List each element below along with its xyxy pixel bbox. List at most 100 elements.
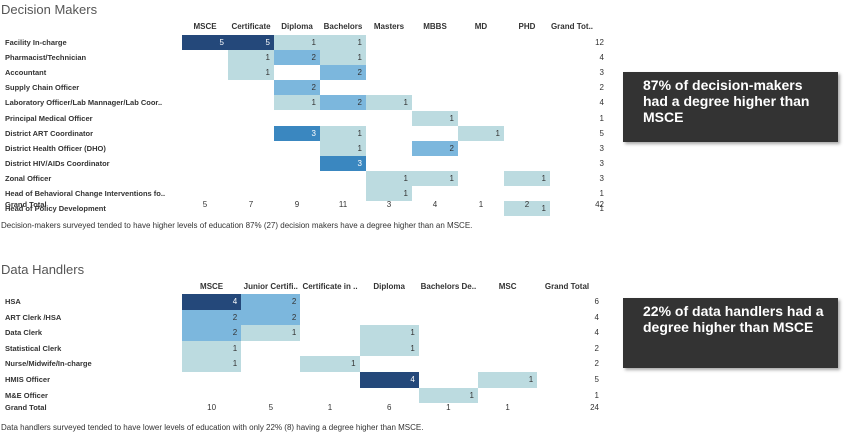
- row-label: District ART Coordinator: [5, 128, 94, 138]
- heatmap-cell: 1: [504, 201, 550, 217]
- callout-line: had a degree higher than: [643, 93, 810, 109]
- grand-total-value: 5: [202, 200, 208, 209]
- column-header: Grand Total: [544, 282, 590, 291]
- heatmap-cell: 1: [359, 325, 419, 341]
- grand-total-value: 1: [505, 403, 510, 412]
- heatmap-cell: 1: [274, 95, 320, 111]
- column-header: MSCE: [200, 282, 224, 291]
- heatmap-cell: 1: [320, 140, 366, 156]
- row-label: Supply Chain Officer: [5, 83, 80, 93]
- row-total: 2: [594, 359, 599, 369]
- grand-total-value: 7: [248, 200, 254, 209]
- column-header: Certificate: [231, 22, 271, 31]
- heatmap-cell: 5: [182, 35, 228, 51]
- callout-line: 87% of decision-makers: [643, 77, 803, 93]
- heatmap-cell: 1: [366, 186, 412, 202]
- column-header: Bachelors: [323, 22, 363, 31]
- row-total: 1: [599, 204, 604, 214]
- row-total: 1: [599, 113, 604, 123]
- heatmap-cell: 2: [274, 80, 320, 96]
- grand-total-value: 11: [338, 200, 348, 209]
- row-total: 3: [599, 68, 604, 78]
- heatmap-cell: 2: [320, 95, 366, 111]
- grand-total-value: 10: [207, 403, 217, 412]
- heatmap-cell: 1: [182, 356, 242, 372]
- row-total: 1: [599, 189, 604, 198]
- heatmap-cell: 1: [300, 356, 360, 372]
- heatmap-cell: 1: [320, 35, 366, 51]
- row-label: Head of Policy Development: [5, 204, 106, 214]
- row-total: 2: [599, 83, 604, 93]
- row-label: District HIV/AIDs Coordinator: [5, 158, 110, 168]
- callout-box: 87% of decision-makers had a degree highe…: [623, 72, 838, 142]
- heatmap-cell: 1: [228, 50, 274, 66]
- row-label: Data Clerk: [5, 328, 43, 338]
- column-header: Junior Certifi..: [243, 282, 298, 291]
- heatmap-cell: 2: [182, 309, 242, 326]
- heatmap-cell: 1: [504, 170, 550, 186]
- heatmap-cell: 1: [366, 95, 412, 111]
- grand-total-value: 6: [386, 403, 392, 412]
- callout-line: MSCE: [643, 109, 684, 125]
- callout-line: 22% of data handlers had a: [643, 303, 824, 319]
- row-label: Zonal Officer: [5, 173, 52, 183]
- grand-total-value: 3: [386, 200, 392, 209]
- heatmap-cell: 1: [366, 170, 412, 186]
- row-total: 4: [594, 312, 599, 322]
- column-header: Certificate in ..: [302, 282, 358, 291]
- row-label: District Health Officer (DHO): [5, 143, 106, 153]
- heatmap-cell: 3: [274, 125, 320, 141]
- column-header: MD: [474, 22, 488, 31]
- heatmap-cell: 1: [182, 340, 242, 357]
- column-header: Masters: [373, 22, 405, 31]
- chart-caption: Decision-makers surveyed tended to have …: [1, 221, 473, 230]
- heatmap-cell: 1: [412, 110, 458, 126]
- row-label: Pharmacist/Technician: [5, 53, 87, 63]
- heatmap-cell: 1: [228, 65, 274, 81]
- row-label: Principal Medical Officer: [5, 113, 93, 123]
- section-title: Data Handlers: [1, 262, 85, 277]
- row-label: M&E Officer: [5, 390, 48, 400]
- heatmap-cell: 1: [274, 35, 320, 51]
- heatmap-cell: 1: [320, 50, 366, 66]
- row-total: 4: [599, 98, 604, 108]
- row-total: 12: [595, 38, 604, 47]
- callout-box: 22% of data handlers had a degree higher …: [623, 298, 838, 368]
- column-header: MSC: [498, 282, 517, 291]
- grand-total-value: 9: [294, 200, 300, 209]
- grand-total-value: 24: [590, 403, 599, 412]
- heatmap-cell: 1: [359, 340, 419, 357]
- grand-total-label: Grand Total: [5, 403, 47, 412]
- row-total: 5: [599, 128, 604, 138]
- heatmap-cell: 2: [241, 294, 301, 310]
- grand-total-value: 1: [478, 200, 484, 209]
- grand-total-label: Grand Total: [5, 200, 47, 209]
- grand-total-value: 5: [268, 403, 274, 412]
- column-header: Bachelors De..: [420, 282, 477, 291]
- row-total: 4: [594, 328, 599, 338]
- row-label: Facility In-charge: [5, 38, 67, 47]
- column-header: PHD: [518, 22, 536, 31]
- grand-total-value: 4: [432, 200, 438, 209]
- heatmap-cell: 3: [320, 155, 366, 171]
- heatmap-cell: 1: [458, 125, 504, 141]
- heatmap-cell: 4: [182, 294, 242, 310]
- chart-caption: Data handlers surveyed tended to have lo…: [1, 423, 424, 432]
- heatmap-cell: 5: [228, 35, 274, 51]
- column-header: Grand Tot..: [550, 22, 594, 31]
- callout-line: degree higher than MSCE: [643, 319, 814, 335]
- row-label: Nurse/Midwife/In-charge: [5, 359, 92, 369]
- row-label: Laboratory Officer/Lab Mannager/Lab Coor…: [5, 98, 163, 108]
- heatmap-cell: 1: [418, 387, 478, 404]
- row-label: Statistical Clerk: [5, 343, 62, 353]
- grand-total-value: 1: [327, 403, 333, 412]
- column-header: MBBS: [423, 22, 447, 31]
- column-header: Diploma: [373, 282, 405, 291]
- column-header: Diploma: [281, 22, 313, 31]
- heatmap-cell: 2: [182, 325, 242, 341]
- row-total: 4: [599, 53, 604, 63]
- heatmap-cell: 1: [412, 170, 458, 186]
- heatmap-cell: 1: [320, 125, 366, 141]
- section-title: Decision Makers: [1, 2, 98, 17]
- heatmap-cell: 1: [478, 372, 538, 388]
